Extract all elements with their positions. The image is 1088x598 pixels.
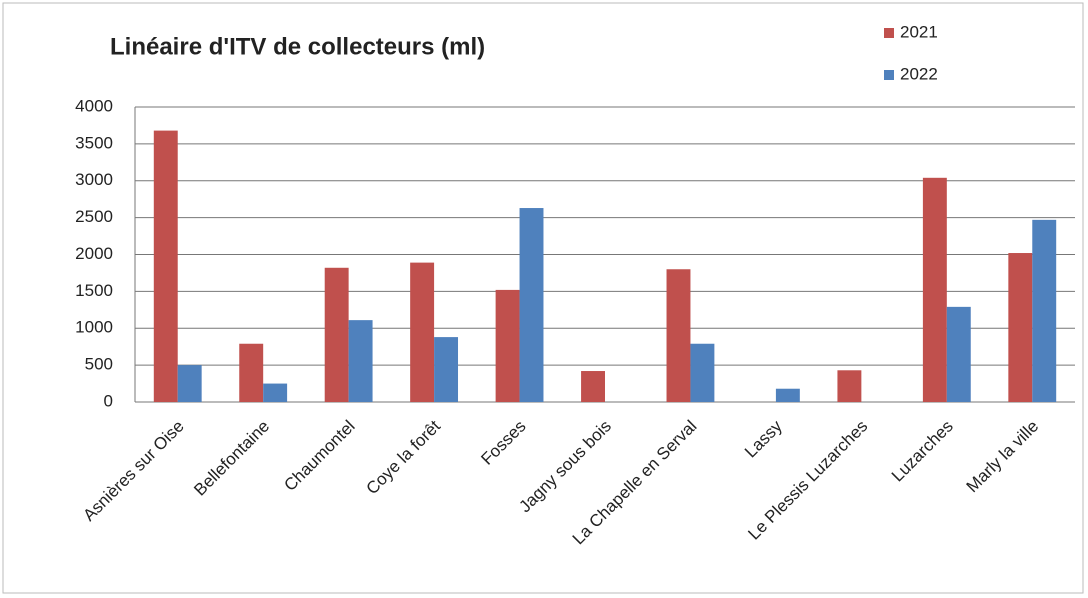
- x-tick-label: Lassy: [741, 416, 786, 461]
- bar: [177, 365, 202, 402]
- bar: [434, 337, 459, 402]
- y-tick-label: 1500: [75, 281, 113, 300]
- bar: [581, 371, 605, 402]
- x-tick-label: Asnières sur Oise: [79, 417, 187, 525]
- bar: [410, 262, 435, 402]
- bar: [666, 269, 691, 402]
- bar: [946, 306, 971, 402]
- x-tick-label: Chaumontel: [280, 417, 358, 495]
- bar: [519, 208, 544, 402]
- y-tick-label: 1000: [75, 318, 113, 337]
- y-tick-label: 500: [85, 355, 113, 374]
- legend-label: 2021: [900, 22, 938, 41]
- x-tick-label: Marly la ville: [963, 417, 1043, 497]
- bar: [1032, 219, 1057, 402]
- bar: [1008, 253, 1033, 402]
- y-tick-label: 3000: [75, 170, 113, 189]
- x-tick-label: Coye la forêt: [362, 416, 444, 498]
- y-tick-label: 3500: [75, 133, 113, 152]
- x-tick-label: Fosses: [477, 417, 529, 469]
- bar: [690, 343, 715, 402]
- bar: [775, 388, 800, 402]
- bar: [922, 177, 947, 402]
- x-tick-label: Bellefontaine: [190, 417, 273, 500]
- bar: [324, 267, 349, 402]
- y-tick-label: 0: [104, 391, 113, 410]
- bar: [837, 370, 862, 402]
- legend-swatch: [884, 70, 894, 80]
- y-tick-label: 4000: [75, 96, 113, 115]
- chart-title: Linéaire d'ITV de collecteurs (ml): [110, 33, 485, 60]
- bar: [263, 383, 288, 402]
- legend-swatch: [884, 28, 894, 38]
- y-tick-label: 2500: [75, 207, 113, 226]
- legend-label: 2022: [900, 64, 938, 83]
- y-tick-label: 2000: [75, 244, 113, 263]
- x-tick-label: Luzarches: [888, 417, 957, 486]
- bar: [153, 130, 178, 402]
- x-tick-label: Jagny sous bois: [515, 417, 615, 517]
- bar: [348, 320, 373, 402]
- bar: [495, 289, 520, 402]
- bar: [239, 343, 264, 402]
